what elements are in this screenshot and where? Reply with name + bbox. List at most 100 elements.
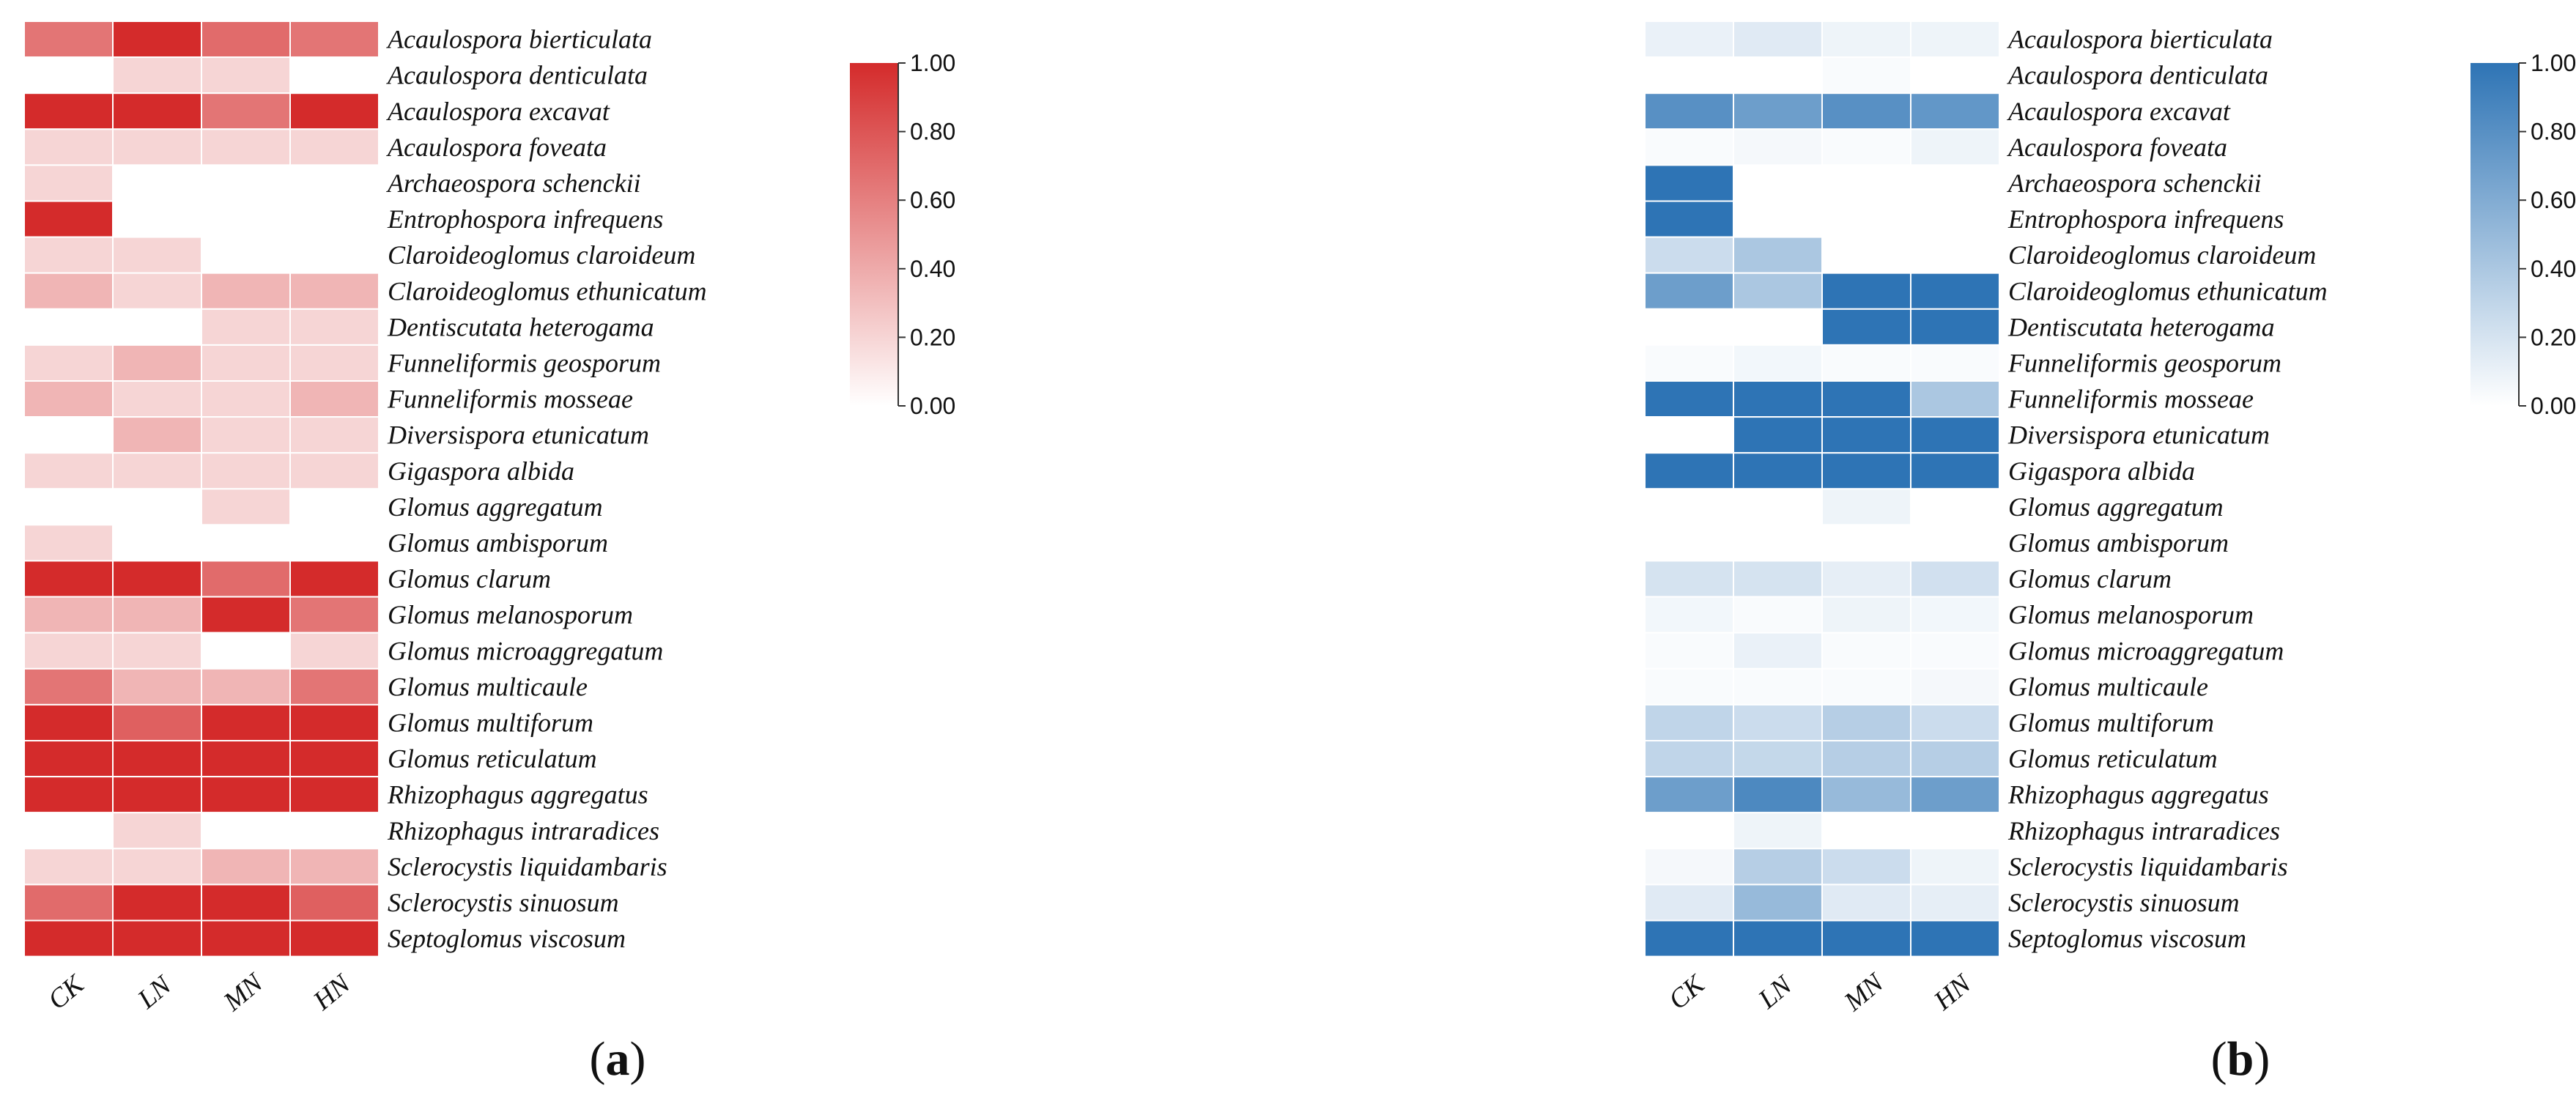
heatmap-cell <box>289 848 380 886</box>
panel-label: (b) <box>2211 1032 2270 1086</box>
heatmap-cell <box>112 560 202 598</box>
heatmap-cell <box>1821 236 1911 274</box>
heatmap-cell <box>1644 488 1734 526</box>
heatmap-cell <box>289 56 380 95</box>
row-label: Glomus aggregatum <box>2008 492 2224 522</box>
row-label: Rhizophagus aggregatus <box>2007 780 2269 810</box>
row-label: Sclerocystis liquidambaris <box>2008 852 2288 881</box>
heatmap-cell <box>201 380 291 418</box>
row-label: Glomus reticulatum <box>388 744 597 774</box>
heatmap-cell <box>1644 812 1734 850</box>
row-label: Sclerocystis liquidambaris <box>388 852 667 881</box>
column-label: CK <box>42 969 91 1016</box>
row-label: Glomus microaggregatum <box>2008 636 2284 665</box>
row-label: Rhizophagus intraradices <box>2007 816 2280 845</box>
heatmap-cell <box>1910 164 2000 202</box>
heatmap-cell <box>1644 164 1734 202</box>
heatmap-cell <box>1733 236 1823 274</box>
heatmap-cell <box>1821 740 1911 778</box>
heatmap-cell <box>1644 740 1734 778</box>
row-label: Acaulospora excavat <box>2007 97 2231 126</box>
heatmap-cell <box>289 632 380 670</box>
heatmap-cell <box>1910 380 2000 418</box>
row-label: Entrophospora infrequens <box>2007 204 2284 234</box>
heatmap-cell <box>112 380 202 418</box>
heatmap-cell <box>1644 272 1734 310</box>
heatmap-cell <box>289 812 380 850</box>
heatmap-cell <box>1644 596 1734 634</box>
heatmap-cell <box>1910 21 2000 59</box>
heatmap-cell <box>1821 919 1911 958</box>
heatmap-cell <box>1644 667 1734 706</box>
heatmap-cell <box>1733 488 1823 526</box>
row-label: Funneliformis geosporum <box>2007 348 2281 377</box>
heatmap-cell <box>23 776 114 814</box>
heatmap-cell <box>289 740 380 778</box>
row-label: Gigaspora albida <box>388 456 574 486</box>
heatmap-cell <box>1910 776 2000 814</box>
heatmap-cell <box>201 21 291 59</box>
heatmap-cell <box>23 200 114 238</box>
heatmap-cell <box>23 56 114 95</box>
row-label: Rhizophagus aggregatus <box>387 780 648 810</box>
row-label: Septoglomus viscosum <box>2008 924 2246 953</box>
row-label: Archaeospora schenckii <box>2007 169 2262 198</box>
row-label: Glomus melanosporum <box>388 600 633 629</box>
heatmap-cell <box>23 92 114 130</box>
heatmap-cell <box>23 488 114 526</box>
heatmap-cell <box>201 92 291 130</box>
heatmap-cell <box>112 848 202 886</box>
heatmap-cell <box>1821 164 1911 202</box>
heatmap-cell <box>23 452 114 490</box>
heatmap-cell <box>112 128 202 166</box>
colorbar-tick-label: 0.40 <box>2531 256 2576 282</box>
heatmap-cell <box>201 884 291 922</box>
heatmap-cell <box>1821 884 1911 922</box>
row-label: Diversispora etunicatum <box>387 421 649 450</box>
heatmap-cell <box>23 812 114 850</box>
row-label: Dentiscutata heterogama <box>387 312 654 341</box>
row-label: Claroideoglomus ethunicatum <box>2008 276 2328 306</box>
heatmap-cell <box>1821 524 1911 562</box>
heatmap-cell <box>201 164 291 202</box>
heatmap-cell <box>23 848 114 886</box>
heatmap-cell <box>23 703 114 742</box>
row-label: Acaulospora foveata <box>2007 133 2227 162</box>
heatmap-cell <box>23 308 114 346</box>
colorbar-gradient <box>850 63 898 406</box>
heatmap-cell <box>201 632 291 670</box>
colorbar-tick-label: 0.40 <box>910 256 955 282</box>
heatmap-cell <box>289 200 380 238</box>
heatmap-cell <box>23 21 114 59</box>
column-label: HN <box>1928 968 1977 1017</box>
heatmap-b: Acaulospora bierticulata Acaulospora dent… <box>1644 21 2576 1086</box>
heatmap-cell <box>23 524 114 562</box>
heatmap-cell <box>23 632 114 670</box>
heatmap-cell <box>201 452 291 490</box>
heatmap-cell <box>1733 848 1823 886</box>
heatmap-cell <box>112 452 202 490</box>
heatmap-cell <box>201 524 291 562</box>
heatmap-cell <box>23 380 114 418</box>
heatmap-cell <box>289 703 380 742</box>
heatmap-cell <box>112 21 202 59</box>
heatmap-cell <box>289 667 380 706</box>
row-label: Archaeospora schenckii <box>386 169 641 198</box>
heatmap-cell <box>1821 848 1911 886</box>
heatmap-cell <box>1821 308 1911 346</box>
heatmap-cell <box>1644 524 1734 562</box>
heatmap-b-cells <box>1644 21 2000 958</box>
heatmap-cell <box>1733 200 1823 238</box>
heatmap-cell <box>1910 200 2000 238</box>
heatmap-cell <box>289 560 380 598</box>
heatmap-cell <box>1910 740 2000 778</box>
row-label: Glomus aggregatum <box>388 492 603 522</box>
heatmap-cell <box>1821 667 1911 706</box>
heatmap-cell <box>1821 21 1911 59</box>
heatmap-cell <box>112 776 202 814</box>
heatmap-cell <box>1644 236 1734 274</box>
heatmap-cell <box>1733 21 1823 59</box>
heatmap-cell <box>1644 21 1734 59</box>
heatmap-cell <box>23 236 114 274</box>
heatmap-cell <box>1644 919 1734 958</box>
